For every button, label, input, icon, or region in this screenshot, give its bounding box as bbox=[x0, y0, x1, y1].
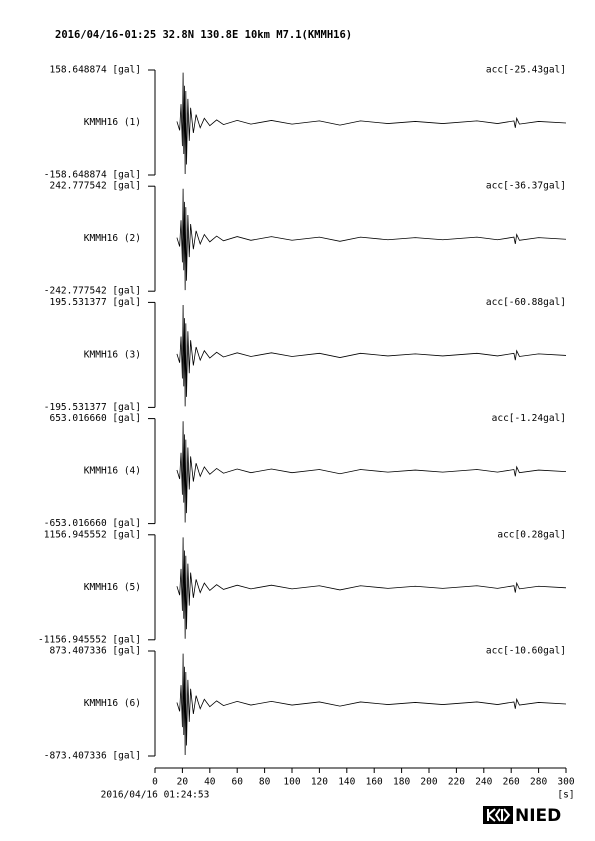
waveform bbox=[176, 421, 567, 523]
trace-label: KMMH16 (4) bbox=[84, 466, 141, 477]
trace-annotation: acc[0.28gal] bbox=[497, 529, 566, 540]
waveform bbox=[176, 72, 567, 174]
x-tick-label: 140 bbox=[338, 777, 355, 788]
trace-annotation: acc[-60.88gal] bbox=[486, 297, 566, 308]
chart-title: 2016/04/16-01:25 32.8N 130.8E 10km M7.1(… bbox=[55, 29, 352, 41]
logo-text: NIED bbox=[515, 806, 561, 826]
x-tick-label: 100 bbox=[283, 777, 300, 788]
y-tick-label: -195.531377 [gal] bbox=[44, 402, 141, 413]
y-tick-label: 158.648874 [gal] bbox=[49, 65, 141, 76]
y-tick-label: 242.777542 [gal] bbox=[49, 181, 141, 192]
x-tick-label: 60 bbox=[231, 777, 243, 788]
x-tick-label: 120 bbox=[311, 777, 328, 788]
x-tick-label: 40 bbox=[204, 777, 216, 788]
y-tick-label: 195.531377 [gal] bbox=[49, 297, 141, 308]
x-tick-label: 300 bbox=[557, 777, 574, 788]
x-tick-label: 200 bbox=[420, 777, 437, 788]
y-tick-label: 1156.945552 [gal] bbox=[44, 529, 141, 540]
trace-label: KMMH16 (2) bbox=[84, 233, 141, 244]
waveform bbox=[176, 188, 567, 291]
y-tick-label: -873.407336 [gal] bbox=[44, 751, 141, 762]
logo-mark bbox=[487, 808, 511, 822]
x-tick-label: 180 bbox=[393, 777, 410, 788]
y-tick-label: 873.407336 [gal] bbox=[49, 646, 141, 657]
trace-label: KMMH16 (6) bbox=[84, 698, 141, 709]
y-tick-label: -653.016660 [gal] bbox=[44, 518, 141, 529]
y-tick-label: -242.777542 [gal] bbox=[44, 286, 141, 297]
trace-annotation: acc[-25.43gal] bbox=[486, 65, 566, 76]
x-axis-label: [s] bbox=[557, 790, 574, 801]
x-tick-label: 280 bbox=[530, 777, 547, 788]
x-tick-label: 260 bbox=[503, 777, 520, 788]
x-tick-label: 20 bbox=[177, 777, 189, 788]
trace-label: KMMH16 (1) bbox=[84, 117, 141, 128]
trace-label: KMMH16 (5) bbox=[84, 582, 141, 593]
waveform bbox=[176, 537, 567, 639]
y-tick-label: -1156.945552 [gal] bbox=[38, 634, 141, 645]
x-tick-label: 240 bbox=[475, 777, 492, 788]
waveform bbox=[176, 653, 567, 755]
x-tick-label: 0 bbox=[152, 777, 158, 788]
trace-annotation: acc[-10.60gal] bbox=[486, 646, 566, 657]
waveform bbox=[176, 305, 567, 407]
x-tick-label: 220 bbox=[448, 777, 465, 788]
trace-annotation: acc[-1.24gal] bbox=[492, 413, 566, 424]
y-tick-label: 653.016660 [gal] bbox=[49, 413, 141, 424]
x-tick-label: 160 bbox=[366, 777, 383, 788]
y-tick-label: -158.648874 [gal] bbox=[44, 170, 141, 181]
trace-label: KMMH16 (3) bbox=[84, 349, 141, 360]
trace-annotation: acc[-36.37gal] bbox=[486, 181, 566, 192]
start-time: 2016/04/16 01:24:53 bbox=[101, 790, 210, 801]
x-tick-label: 80 bbox=[259, 777, 271, 788]
logo: NIED bbox=[483, 806, 561, 826]
